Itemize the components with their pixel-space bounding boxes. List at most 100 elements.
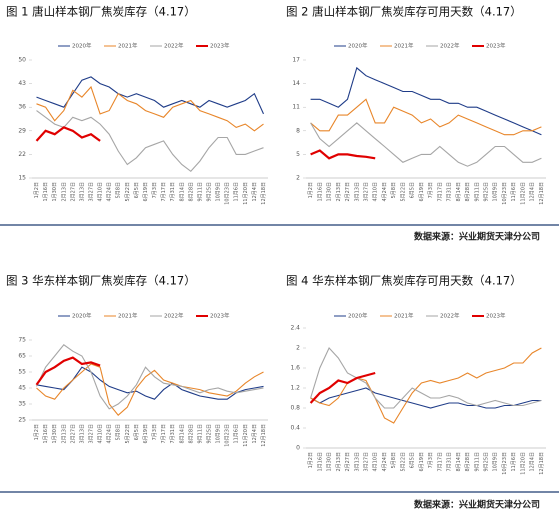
x-tick-label: 11月20日	[520, 182, 526, 205]
x-tick-label: 7月17日	[161, 424, 167, 444]
y-tick-label: 5	[296, 151, 300, 158]
x-tick-label: 6月19日	[419, 182, 425, 202]
x-tick-label: 10月9日	[216, 182, 222, 202]
series-line	[309, 371, 376, 404]
x-tick-label: 2月13日	[336, 452, 342, 472]
x-tick-label: 11月6日	[511, 182, 517, 202]
x-tick-label: 1月2日	[308, 182, 314, 198]
x-tick-label: 6月5日	[410, 452, 416, 468]
x-tick-label: 12月4日	[252, 424, 258, 444]
series-line	[310, 98, 542, 136]
chart-title: 图 3 华东样本钢厂焦炭库存（4.17）	[6, 274, 196, 288]
series-line	[35, 356, 101, 386]
x-tick-label: 2月13日	[336, 182, 342, 202]
y-tick-label: 75	[18, 337, 26, 344]
y-tick-label: 65	[18, 353, 26, 360]
x-tick-label: 5月22日	[400, 182, 406, 202]
x-tick-label: 4月10日	[98, 424, 104, 444]
y-tick-label: 36	[18, 104, 26, 111]
x-tick-label: 2月13日	[61, 424, 67, 444]
x-tick-label: 5月8日	[391, 452, 397, 468]
x-tick-label: 4月10日	[373, 182, 379, 202]
legend-label: 2022年	[164, 312, 184, 320]
y-tick-label: 11	[292, 104, 300, 111]
x-tick-label: 8月28日	[465, 452, 471, 472]
x-tick-label: 10月23日	[225, 182, 231, 205]
x-tick-label: 10月9日	[216, 424, 222, 444]
x-tick-label: 9月11日	[474, 182, 480, 202]
y-tick-label: 0.8	[290, 405, 300, 412]
y-tick-label: 2.4	[290, 325, 300, 332]
x-tick-label: 7月3日	[152, 182, 158, 198]
legend-label: 2023年	[486, 42, 506, 50]
series-line	[36, 85, 264, 132]
legend-label: 2021年	[118, 42, 138, 50]
x-tick-label: 4月24日	[382, 452, 388, 472]
x-tick-label: 6月19日	[143, 182, 149, 202]
x-tick-label: 11月20日	[243, 182, 249, 205]
source: 数据来源：兴业期货天津分公司	[414, 231, 540, 243]
y-tick-label: 29	[18, 127, 26, 134]
x-tick-label: 7月17日	[161, 182, 167, 202]
x-tick-label: 7月3日	[428, 452, 434, 468]
series-line	[36, 344, 264, 410]
series-line	[36, 366, 264, 400]
x-tick-label: 12月4日	[252, 182, 258, 202]
x-tick-label: 6月5日	[134, 182, 140, 198]
x-tick-label: 3月27日	[89, 182, 95, 202]
x-tick-label: 10月9日	[493, 182, 499, 202]
series-line	[310, 122, 542, 167]
legend-label: 2021年	[394, 42, 414, 50]
x-tick-label: 12月18日	[539, 452, 545, 475]
y-tick-label: 1.2	[290, 385, 300, 392]
y-tick-label: 14	[292, 80, 300, 87]
series-line	[310, 387, 542, 409]
x-tick-label: 7月3日	[428, 182, 434, 198]
x-tick-label: 9月25日	[207, 182, 213, 202]
series-line	[35, 126, 101, 142]
x-tick-label: 8月14日	[456, 452, 462, 472]
x-tick-label: 5月22日	[400, 452, 406, 472]
y-tick-label: 50	[18, 57, 26, 64]
x-tick-label: 1月2日	[34, 424, 40, 440]
x-tick-label: 3月27日	[89, 424, 95, 444]
source: 数据来源：兴业期货天津分公司	[414, 499, 540, 511]
x-tick-label: 7月31日	[447, 182, 453, 202]
y-tick-label: 25	[18, 417, 26, 424]
legend-label: 2022年	[440, 42, 460, 50]
x-tick-label: 12月4日	[530, 182, 536, 202]
x-tick-label: 9月25日	[484, 182, 490, 202]
x-tick-label: 7月3日	[152, 424, 158, 440]
x-tick-label: 9月25日	[484, 452, 490, 472]
y-tick-label: 45	[18, 385, 26, 392]
x-tick-label: 1月2日	[308, 452, 314, 468]
x-tick-label: 12月18日	[261, 424, 267, 447]
x-tick-label: 10月9日	[493, 452, 499, 472]
x-tick-label: 4月24日	[382, 182, 388, 202]
y-tick-label: 35	[18, 401, 26, 408]
chart-title: 图 1 唐山样本钢厂焦炭库存（4.17）	[6, 5, 196, 19]
x-tick-label: 9月11日	[474, 452, 480, 472]
x-tick-label: 4月24日	[107, 424, 113, 444]
y-tick-label: 2	[296, 175, 300, 182]
x-tick-label: 7月31日	[447, 452, 453, 472]
legend-label: 2023年	[210, 312, 230, 320]
chart-title: 图 2 唐山样本钢厂焦炭库存可用天数（4.17）	[286, 5, 522, 19]
legend-label: 2021年	[118, 312, 138, 320]
series-line	[310, 149, 376, 160]
x-tick-label: 9月11日	[197, 424, 203, 444]
x-tick-label: 9月11日	[197, 182, 203, 202]
x-tick-label: 1月16日	[317, 182, 323, 202]
legend-label: 2020年	[348, 312, 368, 320]
x-tick-label: 7月17日	[437, 452, 443, 472]
x-tick-label: 1月16日	[317, 452, 323, 472]
x-tick-label: 1月30日	[52, 424, 58, 444]
x-tick-label: 2月27日	[70, 424, 76, 444]
x-tick-label: 12月18日	[261, 182, 267, 205]
legend-label: 2023年	[486, 312, 506, 320]
x-tick-label: 3月13日	[354, 452, 360, 472]
y-tick-label: 15	[18, 175, 26, 182]
x-tick-label: 2月27日	[345, 452, 351, 472]
x-tick-label: 5月22日	[125, 424, 131, 444]
y-tick-label: 0.4	[290, 425, 300, 432]
